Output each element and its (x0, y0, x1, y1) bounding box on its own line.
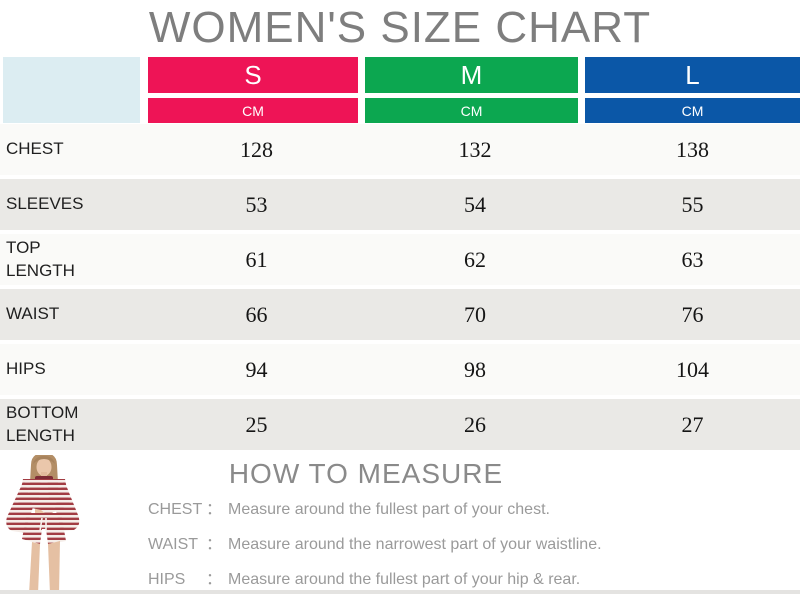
size-label-m: M (460, 59, 483, 90)
value-cell: 54 (464, 191, 486, 217)
measure-instructions: CHEST： Measure around the fullest part of… (148, 492, 602, 594)
colon: ： (206, 571, 223, 588)
table-row-sleeves: SLEEVES 53 54 55 (0, 179, 800, 230)
row-label: CHEST (6, 139, 64, 159)
value-cell: 128 (240, 136, 273, 162)
column-header-s: S (148, 57, 358, 93)
value-cell: 94 (245, 356, 268, 382)
column-header-m: M (365, 57, 578, 93)
measure-label: HIPS (148, 571, 186, 588)
unit-label: CM (242, 102, 264, 119)
measure-line-chest: CHEST： Measure around the fullest part of… (148, 492, 602, 527)
measure-text: Measure around the fullest part of your … (228, 571, 581, 588)
row-label: BOTTOM LENGTH (6, 402, 79, 445)
value-cell: 98 (464, 356, 486, 382)
row-label: SLEEVES (6, 194, 84, 214)
value-cell: 76 (681, 301, 704, 327)
table-row-top-length: TOP LENGTH 61 62 63 (0, 234, 800, 285)
column-header-l: L (585, 57, 800, 93)
value-cell: 53 (245, 191, 268, 217)
striped-outfit-model-illustration (6, 453, 80, 594)
value-cell: 26 (464, 411, 486, 437)
unit-header-l: CM (585, 98, 800, 123)
measure-line-hips: HIPS ： Measure around the fullest part of … (148, 562, 602, 594)
bottom-divider (0, 590, 800, 594)
table-row-bottom-length: BOTTOM LENGTH 25 26 27 (0, 399, 800, 450)
measure-line-waist: WAIST ： Measure around the narrowest part … (148, 527, 602, 562)
measure-text: Measure around the narrowest part of you… (228, 536, 602, 553)
measure-text: Measure around the fullest part of your … (228, 501, 550, 518)
value-cell: 55 (681, 191, 704, 217)
table-row-chest: CHEST 128 132 138 (0, 124, 800, 175)
row-label: HIPS (6, 359, 46, 379)
colon: ： (206, 536, 223, 553)
unit-label: CM (460, 102, 483, 119)
value-cell: 66 (245, 301, 268, 327)
model-photo (2, 453, 116, 594)
colon: ： (206, 501, 223, 518)
table-row-hips: HIPS 94 98 104 (0, 344, 800, 395)
page-title: WOMEN'S SIZE CHART (148, 3, 652, 52)
unit-label: CM (681, 102, 704, 119)
size-table-body: CHEST 128 132 138 SLEEVES 53 54 55 TOP L… (0, 124, 800, 454)
value-cell: 27 (681, 411, 704, 437)
size-label-s: S (244, 59, 262, 90)
row-label: TOP LENGTH (6, 237, 75, 280)
value-cell: 132 (458, 136, 492, 162)
value-cell: 70 (464, 301, 486, 327)
unit-header-s: CM (148, 98, 358, 123)
table-corner-cell (3, 57, 140, 123)
value-cell: 25 (245, 411, 268, 437)
size-label-l: L (685, 59, 700, 90)
unit-header-m: CM (365, 98, 578, 123)
row-label: WAIST (6, 304, 60, 324)
value-cell: 62 (464, 246, 486, 272)
value-cell: 63 (681, 246, 704, 272)
value-cell: 138 (676, 136, 709, 162)
measure-label: WAIST (148, 536, 199, 553)
table-row-waist: WAIST 66 70 76 (0, 289, 800, 340)
how-to-measure-heading: HOW TO MEASURE (228, 458, 504, 489)
value-cell: 61 (245, 246, 268, 272)
measure-label: CHEST (148, 501, 203, 518)
value-cell: 104 (676, 356, 709, 382)
